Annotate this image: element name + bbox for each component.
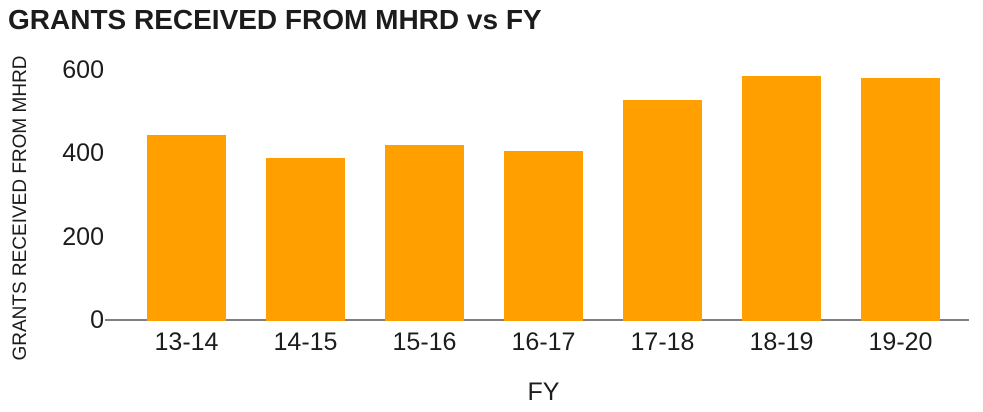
bar-14-15 [266,157,345,321]
x-tick-label: 15-16 [392,328,457,356]
x-axis-title: FY [527,378,560,406]
bar-15-16 [385,145,464,321]
y-tick-label: 200 [62,222,104,251]
y-tick-label: 600 [62,56,104,84]
x-tick-label: 14-15 [273,328,338,356]
x-tick-label: 18-19 [749,328,814,356]
x-tick-label: 13-14 [154,328,219,356]
bar-18-19 [742,76,821,321]
y-tick-label: 0 [90,306,104,334]
x-tick-label: 17-18 [630,328,695,356]
bar-13-14 [147,134,226,321]
chart-title: GRANTS RECEIVED FROM MHRD vs FY [8,4,542,35]
bar-17-18 [623,100,702,321]
bar-19-20 [861,78,940,321]
bar-16-17 [504,151,583,321]
x-tick-label: 19-20 [868,328,933,356]
y-tick-label: 400 [62,139,104,168]
x-tick-label: 16-17 [511,328,576,356]
